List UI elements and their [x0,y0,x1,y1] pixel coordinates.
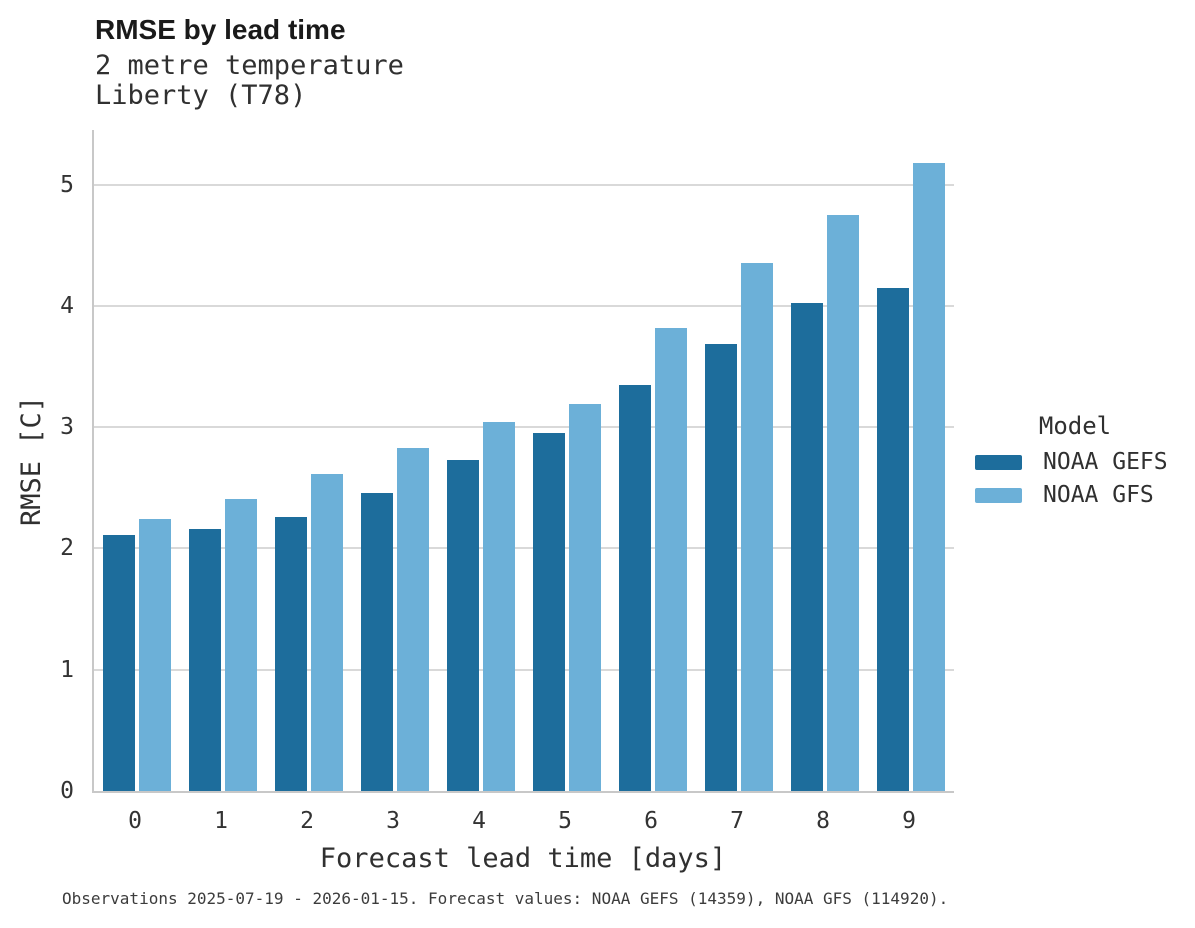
bar-noaa-gefs-lead-3 [361,492,393,791]
y-tick-label-5: 5 [60,171,74,198]
bar-noaa-gfs-lead-4 [483,422,515,791]
caption-text: Observations 2025-07-19 - 2026-01-15. Fo… [62,889,949,908]
bar-noaa-gefs-lead-0 [103,535,135,791]
y-tick-label-1: 1 [60,656,74,683]
y-tick-label-3: 3 [60,414,74,441]
bar-noaa-gefs-lead-6 [619,384,651,791]
y-tick-label-4: 4 [60,292,74,319]
gridline-y-3 [94,426,954,429]
bar-noaa-gefs-lead-8 [791,303,823,791]
chart-subtitle-variable: 2 metre temperature [95,50,404,81]
x-tick-label-3: 3 [386,808,400,834]
bar-noaa-gefs-lead-9 [877,287,909,791]
x-tick-label-7: 7 [730,808,744,834]
legend-label-noaa-gfs: NOAA GFS [1043,482,1154,508]
x-tick-label-8: 8 [816,808,830,834]
y-tick-label-2: 2 [60,535,74,562]
bar-noaa-gfs-lead-2 [311,474,343,791]
x-tick-label-0: 0 [128,808,142,834]
x-axis-label: Forecast lead time [days] [319,843,727,874]
gridline-y-5 [94,183,954,186]
bar-noaa-gefs-lead-2 [275,516,307,791]
legend: Model NOAA GEFS NOAA GFS [975,412,1175,520]
legend-entry-noaa-gfs: NOAA GFS [975,482,1175,508]
legend-label-noaa-gefs: NOAA GEFS [1043,449,1168,475]
bar-noaa-gfs-lead-3 [397,447,429,791]
bar-noaa-gfs-lead-1 [225,498,257,791]
bar-noaa-gefs-lead-4 [447,459,479,791]
chart-title: RMSE by lead time [95,14,346,45]
bar-noaa-gfs-lead-0 [139,519,171,791]
bar-noaa-gfs-lead-7 [741,263,773,791]
x-tick-label-5: 5 [558,808,572,834]
gridline-y-1 [94,668,954,671]
gridline-y-4 [94,304,954,307]
y-tick-label-0: 0 [60,778,74,804]
bar-noaa-gfs-lead-9 [913,162,945,791]
x-tick-label-6: 6 [644,808,658,834]
bar-noaa-gfs-lead-8 [827,214,859,791]
legend-title: Model [1038,412,1112,440]
bar-noaa-gefs-lead-1 [189,529,221,791]
legend-swatch-noaa-gfs [975,487,1022,503]
x-tick-label-4: 4 [472,808,486,834]
x-tick-label-2: 2 [300,808,314,834]
legend-entry-noaa-gefs: NOAA GEFS [975,449,1175,475]
bar-noaa-gefs-lead-7 [705,343,737,791]
bar-noaa-gefs-lead-5 [533,433,565,791]
chart-subtitle-station: Liberty (T78) [95,80,307,111]
bar-noaa-gfs-lead-5 [569,404,601,791]
bar-noaa-gfs-lead-6 [655,327,687,791]
plot-area [92,130,954,793]
x-tick-label-9: 9 [902,808,916,834]
legend-swatch-noaa-gefs [975,454,1022,470]
x-tick-label-1: 1 [214,808,228,834]
y-axis-label: RMSE [C] [16,395,47,527]
gridline-y-2 [94,547,954,550]
